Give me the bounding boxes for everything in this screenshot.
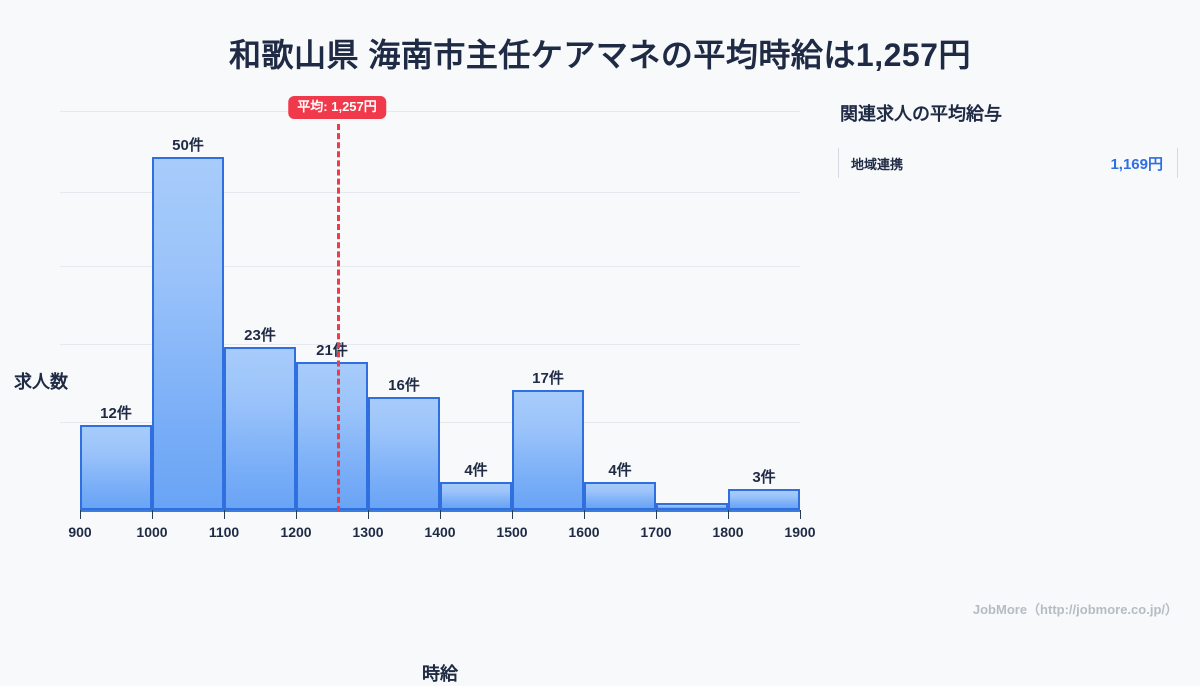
x-axis-tick-label: 1100 (208, 524, 240, 540)
x-axis-tick-label: 1300 (352, 524, 384, 540)
histogram-bar (656, 502, 728, 510)
x-axis-tick (584, 510, 585, 519)
bar-value-label: 21件 (316, 341, 348, 359)
histogram-bar (512, 389, 584, 510)
related-salary-value: 1,169円 (1110, 155, 1163, 173)
x-axis-tick (368, 510, 369, 519)
x-axis-tick (512, 510, 513, 519)
histogram-chart: 求人数 12件 50件 23件 21件 16件 4件 17件 4件 3件 900 1000 1100… (0, 90, 840, 684)
x-axis-tick (80, 510, 81, 519)
related-salary-row: 地域連携 1,169円 (838, 148, 1178, 178)
x-axis-tick (656, 510, 657, 519)
gridline (60, 110, 800, 112)
bar-value-label: 4件 (464, 461, 488, 479)
average-line (337, 124, 341, 512)
histogram-bar (296, 361, 368, 510)
x-axis-tick (296, 510, 297, 519)
related-salary-list: 地域連携 1,169円 (838, 148, 1178, 178)
x-axis-title: 時給 (422, 664, 458, 684)
related-salary-label: 地域連携 (851, 156, 904, 172)
bar-value-label: 16件 (388, 376, 420, 394)
footer-credit: JobMore（http://jobmore.co.jp/） (972, 602, 1178, 617)
histogram-bar (728, 488, 800, 510)
histogram-bar (80, 425, 152, 510)
gridline (60, 266, 800, 268)
x-axis-tick-label: 900 (68, 524, 92, 540)
plot-area: 12件 50件 23件 21件 16件 4件 17件 4件 3件 900 1000 1100 1200… (60, 96, 816, 540)
related-salary-panel: 関連求人の平均給与 地域連携 1,169円 (838, 100, 1178, 178)
x-axis-tick (728, 510, 729, 519)
bar-value-label: 4件 (608, 461, 632, 479)
histogram-bar (224, 347, 296, 510)
histogram-bar (440, 481, 512, 510)
x-axis-tick-label: 1000 (136, 524, 168, 540)
gridline (60, 343, 800, 345)
gridline (60, 191, 800, 193)
x-axis-tick-label: 1600 (568, 524, 600, 540)
bar-value-label: 3件 (752, 468, 776, 486)
x-axis-tick (224, 510, 225, 519)
bar-value-label: 23件 (244, 327, 276, 345)
histogram-bar (368, 396, 440, 510)
average-badge: 平均: 1,257円 (288, 96, 386, 120)
y-axis-title: 求人数 (14, 372, 68, 392)
bar-value-label: 17件 (532, 369, 564, 387)
x-axis-tick-label: 1800 (712, 524, 744, 540)
x-axis-tick-label: 1400 (424, 524, 456, 540)
x-axis-tick-label: 1900 (784, 524, 816, 540)
bar-value-label: 12件 (100, 405, 132, 423)
x-axis-tick (152, 510, 153, 519)
x-axis-tick-label: 1500 (496, 524, 528, 540)
x-axis-tick-label: 1200 (280, 524, 312, 540)
related-salary-title: 関連求人の平均給与 (840, 104, 1002, 124)
x-axis-tick-label: 1700 (640, 524, 672, 540)
bar-value-label: 50件 (172, 136, 204, 154)
histogram-bar (584, 481, 656, 510)
histogram-bar (152, 156, 224, 510)
page-title: 和歌山県 海南市主任ケアマネの平均時給は1,257円 (229, 37, 971, 73)
x-axis-tick (800, 510, 801, 519)
x-axis-tick (440, 510, 441, 519)
